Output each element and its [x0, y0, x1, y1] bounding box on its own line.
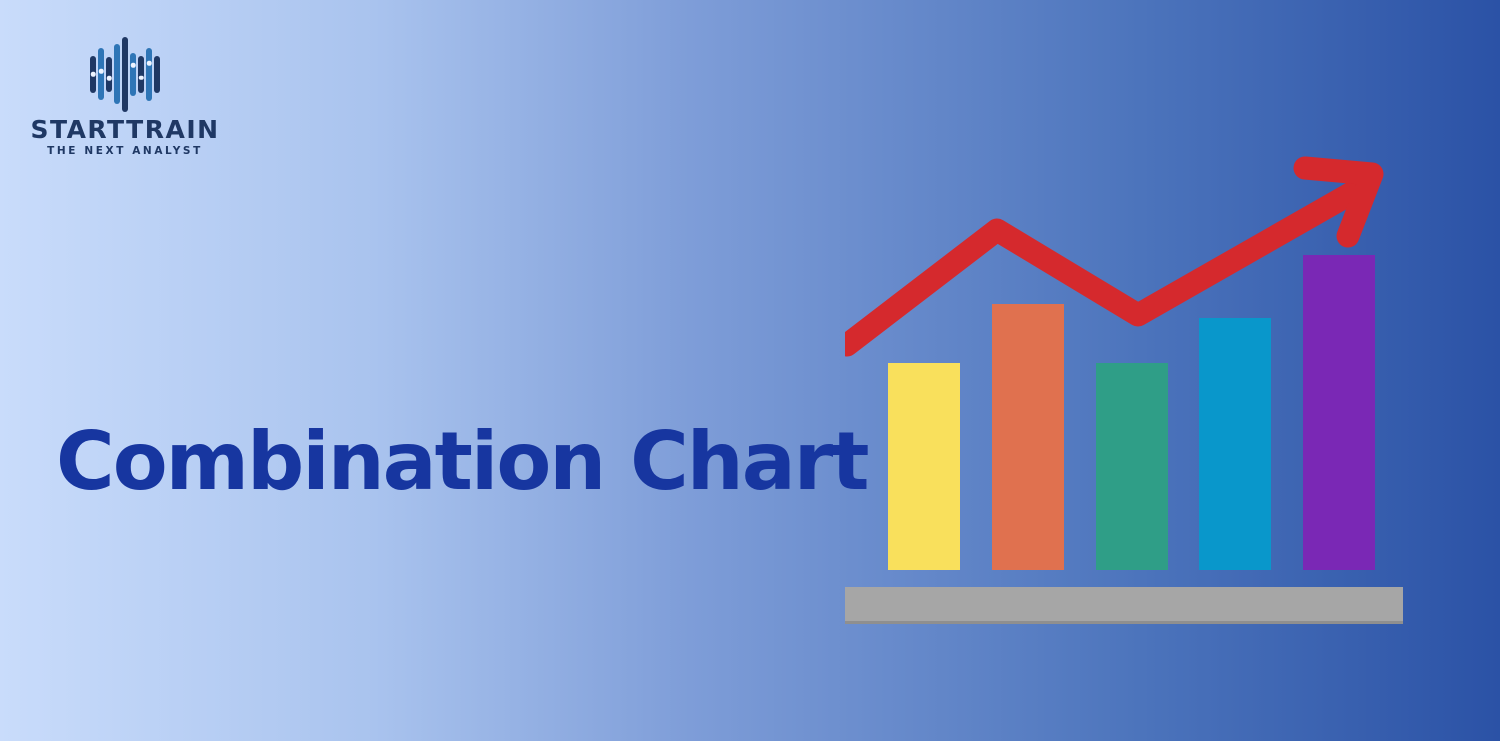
chart-bar-5: [1303, 255, 1375, 570]
chart-bar-3: [1095, 363, 1168, 570]
chart-bar-4: [1199, 318, 1272, 570]
waveform-dot: [130, 63, 136, 68]
waveform-dot: [98, 69, 104, 74]
waveform-dot: [90, 71, 96, 77]
chart-baseline: [845, 587, 1403, 624]
waveform-dot: [146, 61, 152, 66]
waveform-bar: [90, 55, 96, 93]
starttrain-logo: STARTTRAIN THE NEXT ANALYST: [30, 35, 218, 157]
waveform-bar: [98, 48, 104, 100]
logo-name: STARTTRAIN: [30, 115, 220, 144]
waveform-bar: [154, 55, 160, 93]
waveform-bar: [130, 52, 136, 96]
waveform-bar: [122, 36, 128, 112]
waveform-bar: [138, 55, 144, 93]
logo-tagline: THE NEXT ANALYST: [47, 145, 203, 157]
combination-chart-illustration: [845, 150, 1405, 624]
waveform-bar: [114, 44, 120, 104]
waveform-dot: [106, 75, 112, 81]
waveform-dot: [138, 75, 144, 80]
chart-bar-1: [888, 363, 960, 570]
page-title: Combination Chart: [56, 414, 869, 508]
waveform-bar: [146, 47, 152, 101]
waveform-bars-icon: [90, 35, 160, 113]
chart-bar-2: [991, 304, 1064, 570]
waveform-bar: [106, 56, 112, 92]
bar-series: [888, 255, 1375, 570]
